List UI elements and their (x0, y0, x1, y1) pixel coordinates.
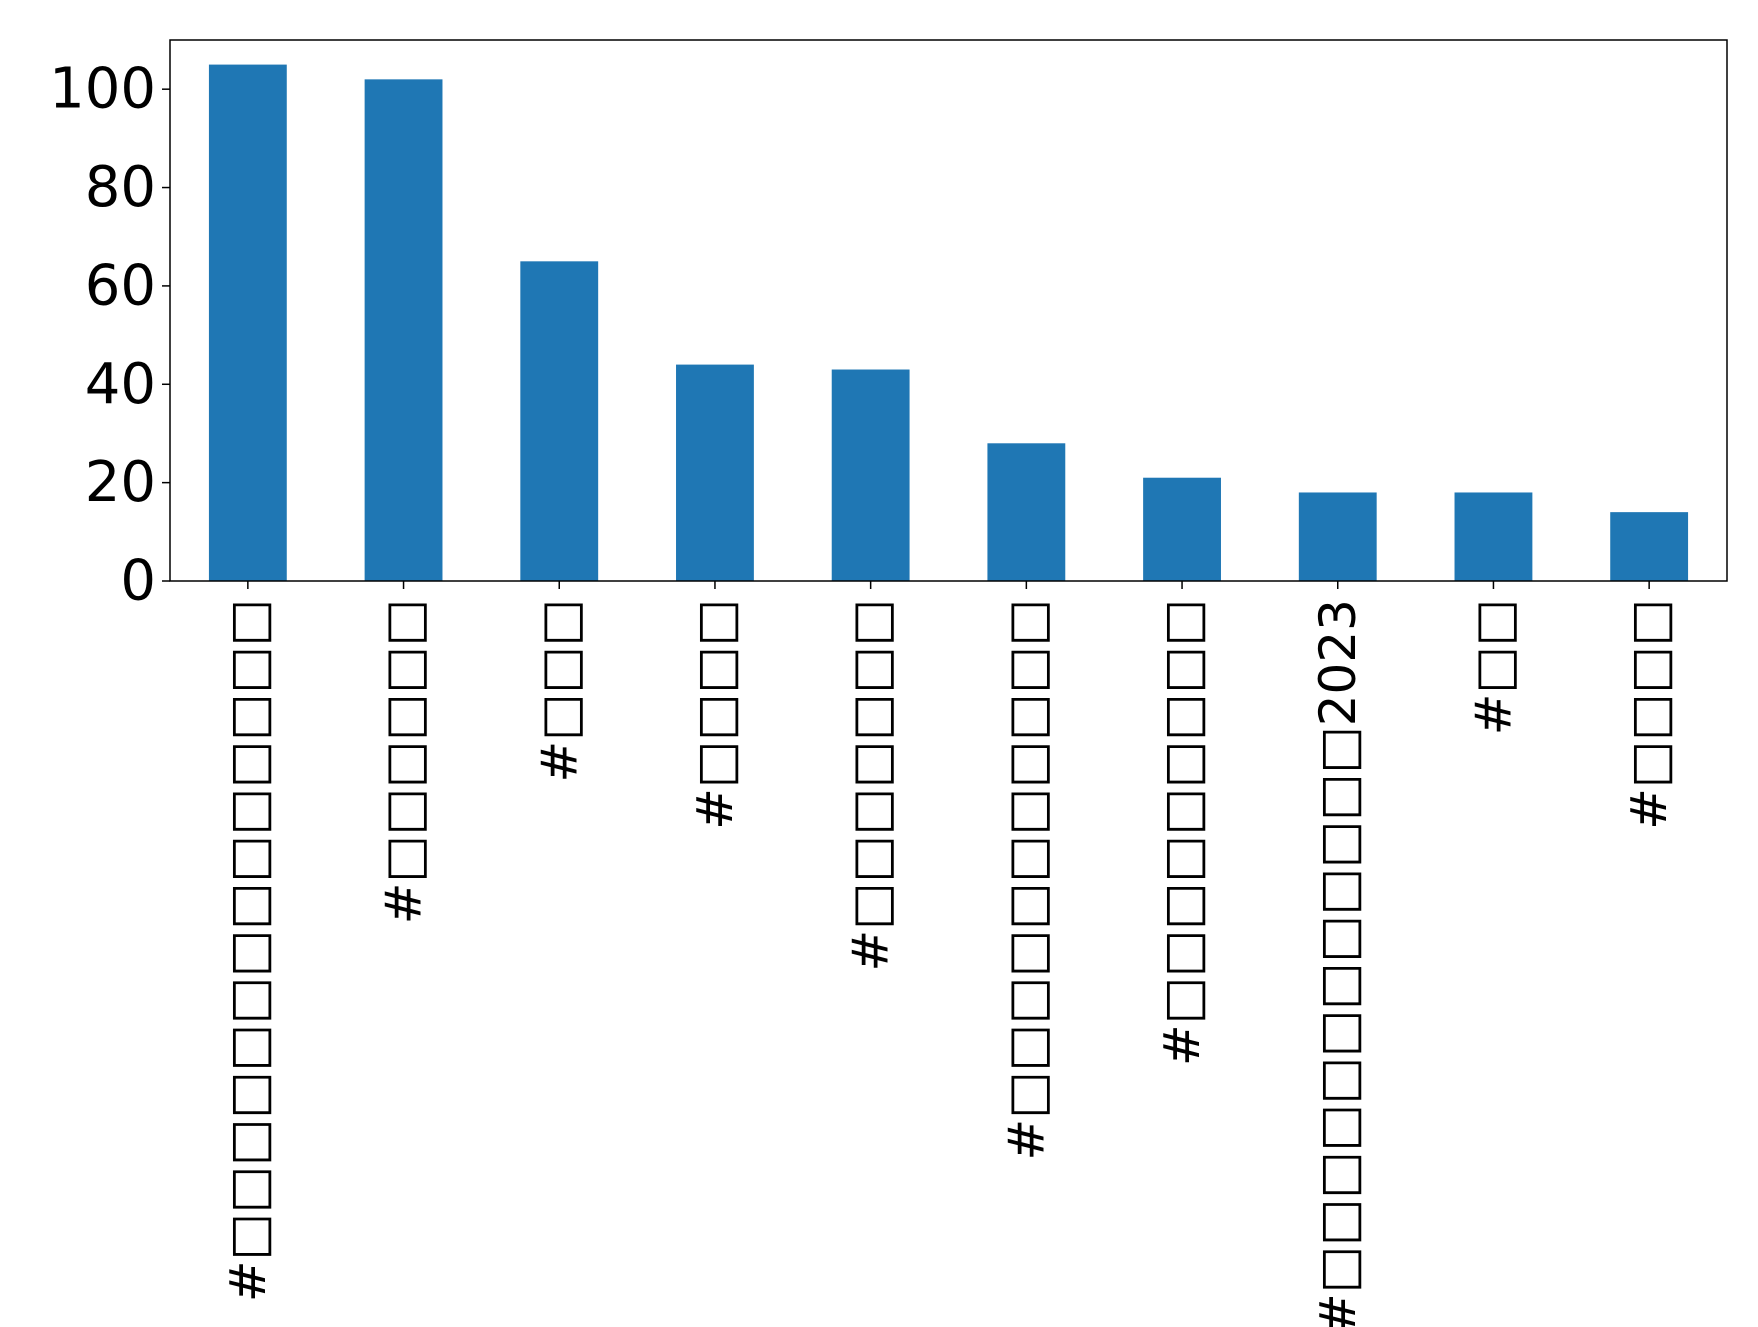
bar (208, 64, 287, 581)
x-tick-label: #□□□□ (686, 599, 744, 830)
bar (1298, 492, 1377, 581)
x-tick-label: #□□□□ (1620, 599, 1678, 830)
bar (831, 369, 910, 581)
bars-group (208, 64, 1689, 581)
y-tick-label: 60 (85, 253, 156, 318)
x-tick-label: #□□ (1464, 599, 1522, 735)
y-axis: 0 20 40 60 80 100 (49, 57, 170, 614)
bar (364, 79, 443, 581)
x-tick-label: #□□□□□□□ (842, 599, 900, 972)
x-tick-label: #□□□□□□□□□□□ (997, 599, 1055, 1161)
y-tick-label: 80 (85, 155, 156, 220)
x-tick-label: #□□□ (530, 599, 588, 783)
x-axis: #□□□□□□□□□□□□□□ #□□□□□□ #□□□ #□□□□ #□□□□□□□ #… (219, 581, 1678, 1327)
x-tick-label: #□□□□□□□□□□□□□□ (219, 599, 277, 1302)
bar (676, 364, 754, 581)
bar (1454, 492, 1533, 581)
x-tick-label: #□□□□□□□□□ (1153, 599, 1211, 1066)
x-tick-label: #□□□□□□□□□□□□2023 (1309, 599, 1367, 1327)
bar (987, 443, 1066, 581)
x-tick-label: #□□□□□□ (375, 599, 433, 924)
y-tick-label: 20 (85, 450, 156, 515)
y-tick-label: 40 (85, 352, 156, 417)
y-tick-label: 0 (120, 549, 156, 614)
bar (1610, 512, 1689, 581)
y-tick-label: 100 (49, 57, 156, 122)
plot-frame (169, 39, 1728, 582)
bar (1143, 477, 1221, 581)
bar (520, 261, 599, 581)
